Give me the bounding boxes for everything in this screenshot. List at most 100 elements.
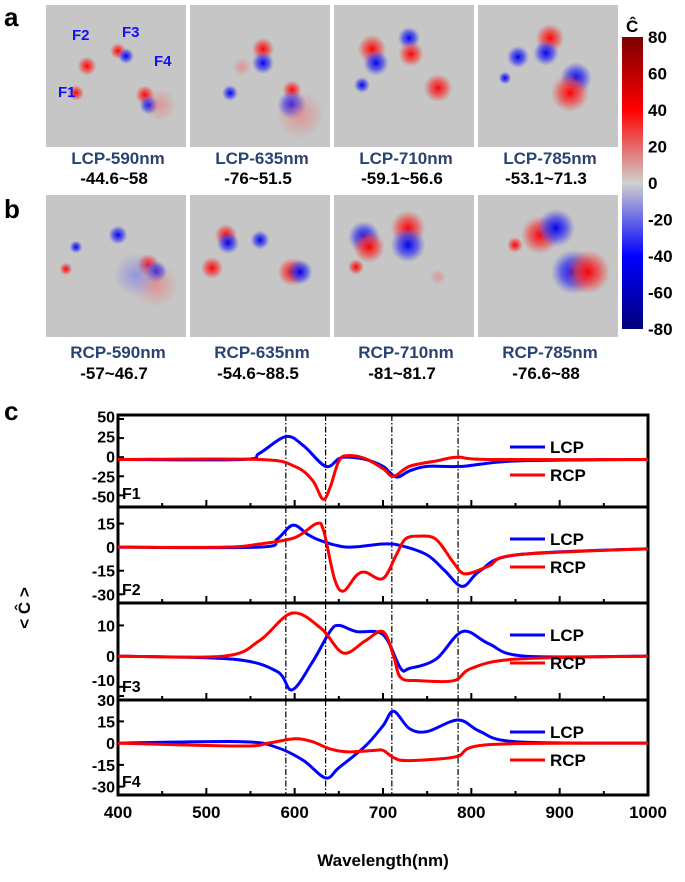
field-hotspot [398,41,424,67]
series-line-lcp [117,623,649,692]
map-label: LCP-710nm [359,149,453,168]
field-map-rcp-785nm [478,195,618,337]
map-label: LCP-635nm [215,149,309,168]
x-tick-label: 1000 [629,803,667,822]
field-hotspot [232,57,252,77]
map-label: LCP-785nm [503,149,597,168]
plot-frame [116,698,650,797]
legend-label-rcp: RCP [550,654,586,673]
field-hotspot [77,56,97,76]
colorbar-tick-label: 80 [648,28,667,47]
feature-label-f4: F4 [154,53,172,70]
series-line-rcp [117,611,649,684]
x-tick-label: 600 [280,803,308,822]
colorbar-tick-label: 40 [648,101,667,120]
field-hotspot [59,262,73,276]
series-line-lcp [117,434,649,479]
x-tick-label: 700 [369,803,397,822]
feature-label-f2: F2 [72,27,90,44]
map-range: -76.6~88 [512,364,580,383]
series-line-rcp [117,521,649,593]
plot-frame [116,601,650,702]
field-hotspot [354,77,370,93]
field-hotspot [118,48,134,64]
series-line-rcp [117,454,649,501]
legend-label-lcp: LCP [550,626,584,645]
field-hotspot [144,89,176,121]
field-hotspot [498,71,512,85]
field-hotspot [550,73,590,113]
line-chart: 50 25 0 -25 -50 LCP RCP F1 15 0 -15 -30 LCP RCP F2 10 0 -… [92,409,667,822]
field-hotspot [68,85,84,101]
field-hotspot [363,50,389,76]
field-hotspot [565,249,611,295]
y-tick-label: 0 [106,540,115,557]
y-tick-label: 10 [97,618,115,635]
field-hotspot [250,230,270,250]
map-background [46,5,186,147]
y-tick-label: 30 [97,693,115,710]
y-tick-label: 0 [106,736,115,753]
map-range: -57~46.7 [80,364,148,383]
y-tick-label: -30 [92,587,115,604]
colorbar-gradient [622,37,643,329]
map-label: RCP-710nm [358,343,453,362]
y-tick-label: 0 [106,649,115,666]
field-hotspot [430,269,446,285]
y-tick-label: 15 [97,714,115,731]
field-map-lcp-710nm [334,5,474,147]
field-hotspot [536,208,576,248]
x-tick-label: 400 [104,803,132,822]
field-hotspot [533,40,559,66]
field-maps: LCP-590nm-44.6~58 LCP-635nm-76~51.5 LCP-71… [46,5,618,383]
colorbar-tick-label: -20 [648,211,673,230]
legend-label-rcp: RCP [550,558,586,577]
field-map-lcp-635nm [190,5,330,147]
y-tick-label: -30 [92,780,115,797]
map-range: -54.6~88.5 [217,364,299,383]
panel-label-a: a [4,2,19,32]
subplot-label: F4 [122,774,141,791]
field-hotspot [216,231,240,255]
x-axis-title: Wavelength(nm) [317,851,449,870]
field-hotspot [287,259,313,285]
field-hotspot [506,45,530,69]
y-tick-label: -15 [92,564,115,581]
subplot-f4: 15 0 -15 -30 LCP RCP F4 [92,698,650,797]
map-range: -59.1~56.6 [361,169,443,188]
subplot-label: F1 [122,486,141,503]
subplot-f2: 15 0 -15 -30 LCP RCP F2 [92,505,650,605]
colorbar-tick-label: 0 [648,174,657,193]
colorbar-tick-label: -80 [648,320,673,339]
legend-label-lcp: LCP [550,438,584,457]
panel-label-c: c [4,396,18,426]
series-line-rcp [117,737,649,763]
map-range: -44.6~58 [80,169,148,188]
y-tick-label: -50 [92,489,115,506]
field-map-rcp-635nm [190,195,330,337]
x-tick-label: 900 [545,803,573,822]
y-axis-title: < Ĉ > [15,587,34,629]
y-tick-label: 25 [97,429,115,446]
y-tick-label: 50 [97,409,115,426]
field-hotspot [222,85,238,101]
feature-label-f1: F1 [58,84,76,101]
legend-label-lcp: LCP [550,723,584,742]
field-hotspot [200,256,224,280]
series-line-lcp [117,709,649,780]
y-tick-label: 15 [97,517,115,534]
x-tick-label: 800 [457,803,485,822]
colorbar-title: Ĉ [626,17,638,36]
subplot-label: F3 [122,679,141,696]
x-tick-label: 500 [192,803,220,822]
field-hotspot [251,51,275,75]
field-hotspot [108,225,128,245]
field-hotspot [69,240,83,254]
colorbar-tick-label: -40 [648,247,673,266]
field-map-rcp-710nm [334,195,474,337]
plot-frame [116,505,650,605]
map-label: RCP-590nm [70,343,165,362]
legend-label-rcp: RCP [550,466,586,485]
y-tick-label: -10 [92,673,115,690]
